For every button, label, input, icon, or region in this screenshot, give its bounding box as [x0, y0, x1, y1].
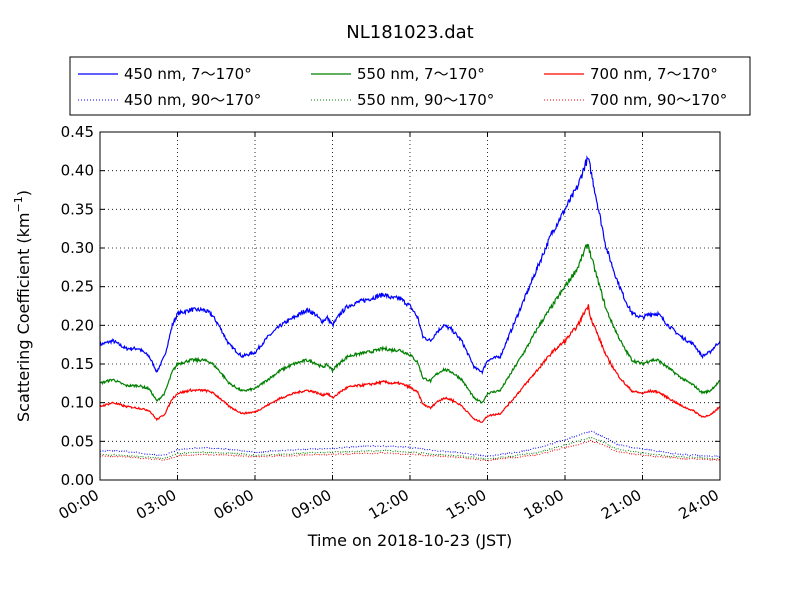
chart-title: NL181023.dat [346, 22, 473, 43]
series-line-5 [99, 436, 721, 461]
grid [100, 132, 720, 480]
axis-ticks: 0.00 0.05 0.10 0.15 0.20 0.25 0.30 0.35 0.40 0.45… [56, 123, 722, 523]
series-line-6 [99, 439, 721, 462]
x-tick-label: 06:00 [211, 486, 257, 523]
y-tick-label: 0.30 [61, 239, 94, 257]
chart-legend: 450 nm, 7～170° 550 nm, 7～170° 700 nm, 7～17… [69, 56, 751, 116]
y-tick-label: 0.40 [61, 162, 94, 180]
legend-box [69, 56, 751, 116]
y-axis-label: Scattering Coefficient (km−1) [12, 190, 33, 422]
x-tick-label: 09:00 [288, 486, 334, 523]
series-line-4 [99, 430, 721, 458]
x-tick-label: 24:00 [676, 486, 722, 523]
y-axis-label-main: Scattering Coefficient (km [14, 212, 33, 422]
series-line-1 [99, 155, 721, 375]
legend-label-4: 450 nm, 90～170° [124, 91, 261, 109]
y-axis-label-superscript: −1 [12, 196, 25, 212]
y-axis-label-end: ) [14, 190, 33, 196]
series-line-3 [99, 304, 721, 423]
legend-label-5: 550 nm, 90～170° [357, 91, 494, 109]
y-tick-label: 0.25 [61, 278, 94, 296]
x-tick-label: 18:00 [521, 486, 567, 523]
y-tick-label: 0.15 [61, 355, 94, 373]
legend-label-3: 700 nm, 7～170° [590, 65, 718, 83]
series-line-2 [99, 243, 721, 404]
y-tick-label: 0.20 [61, 316, 94, 334]
y-tick-label: 0.10 [61, 394, 94, 412]
x-tick-label: 21:00 [598, 486, 644, 523]
x-axis-label: Time on 2018-10-23 (JST) [307, 531, 512, 550]
legend-label-6: 700 nm, 90～170° [590, 91, 727, 109]
x-tick-label: 15:00 [443, 486, 489, 523]
x-tick-label: 12:00 [366, 486, 412, 523]
y-tick-label: 0.00 [61, 471, 94, 489]
x-tick-label: 03:00 [133, 486, 179, 523]
x-tick-label: 00:00 [56, 486, 102, 523]
y-tick-label: 0.45 [61, 123, 94, 141]
legend-label-1: 450 nm, 7～170° [124, 65, 252, 83]
y-tick-label: 0.35 [61, 200, 94, 218]
y-tick-label: 0.05 [61, 432, 94, 450]
series-layer [99, 155, 721, 462]
legend-label-2: 550 nm, 7～170° [357, 65, 485, 83]
